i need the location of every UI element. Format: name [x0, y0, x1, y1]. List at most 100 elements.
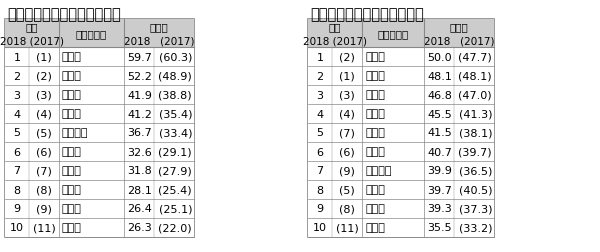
Text: 魅力度
2018   (2017): 魅力度 2018 (2017): [124, 22, 194, 46]
Text: 3: 3: [317, 90, 323, 100]
Text: 神戸市: 神戸市: [365, 128, 385, 138]
Text: (48.1): (48.1): [458, 71, 492, 81]
Text: (2): (2): [339, 52, 355, 62]
Text: (22.0): (22.0): [158, 223, 192, 233]
Text: (38.8): (38.8): [158, 90, 192, 100]
Bar: [5, 161, 194, 180]
Text: 52.2: 52.2: [127, 71, 152, 81]
Text: (25.4): (25.4): [158, 185, 192, 195]
Text: 長野県: 長野県: [62, 204, 82, 214]
Text: (4): (4): [339, 109, 355, 119]
Text: (5): (5): [339, 185, 355, 195]
Text: 32.6: 32.6: [127, 147, 152, 157]
Text: (3): (3): [339, 90, 355, 100]
Bar: [308, 86, 494, 105]
Text: 7: 7: [13, 166, 20, 176]
Text: 北海道: 北海道: [62, 52, 82, 62]
Text: 京都市: 京都市: [365, 71, 385, 81]
Text: 39.3: 39.3: [427, 204, 452, 214]
Text: (9): (9): [36, 204, 52, 214]
Text: (36.5): (36.5): [458, 166, 492, 176]
Text: 4: 4: [316, 109, 323, 119]
Text: 59.7: 59.7: [127, 52, 152, 62]
Text: (25.1): (25.1): [158, 204, 192, 214]
Bar: [308, 218, 494, 237]
Text: 41.2: 41.2: [127, 109, 152, 119]
Text: 6: 6: [317, 147, 323, 157]
Text: 神奈川県: 神奈川県: [62, 128, 89, 138]
Text: 順位
2018 (2017): 順位 2018 (2017): [0, 22, 64, 46]
Text: 奈良県: 奈良県: [62, 147, 82, 157]
Text: 大阪府: 大阪府: [62, 166, 82, 176]
Text: 9: 9: [316, 204, 323, 214]
Text: 都道府県名: 都道府県名: [76, 29, 107, 39]
Text: (41.3): (41.3): [458, 109, 492, 119]
Text: 福岡県: 福岡県: [62, 185, 82, 195]
Text: 10: 10: [313, 223, 327, 233]
Bar: [5, 20, 194, 48]
Text: 40.7: 40.7: [427, 147, 452, 157]
Text: (3): (3): [36, 90, 52, 100]
Text: 39.9: 39.9: [427, 166, 452, 176]
Text: (33.4): (33.4): [158, 128, 192, 138]
Bar: [308, 199, 494, 218]
Bar: [308, 105, 494, 123]
Text: 市区町村名: 市区町村名: [377, 29, 409, 39]
Text: 小樽市: 小樽市: [365, 109, 385, 119]
Text: 41.5: 41.5: [427, 128, 452, 138]
Text: 順位
2018 (2017): 順位 2018 (2017): [303, 22, 367, 46]
Text: 魅力度
2018   (2017): 魅力度 2018 (2017): [424, 22, 494, 46]
Bar: [308, 142, 494, 161]
Text: 41.9: 41.9: [127, 90, 152, 100]
Text: (1): (1): [339, 71, 355, 81]
Bar: [5, 105, 194, 123]
Text: (1): (1): [36, 52, 52, 62]
Text: 沖縄県: 沖縄県: [62, 109, 82, 119]
Text: 都道府県の魅力度ランキング: 都道府県の魅力度ランキング: [7, 8, 121, 22]
Text: (40.5): (40.5): [458, 185, 492, 195]
Text: 8: 8: [13, 185, 20, 195]
Text: (47.7): (47.7): [458, 52, 492, 62]
Text: 横浜市: 横浜市: [365, 147, 385, 157]
Text: 1: 1: [317, 52, 323, 62]
Text: 28.1: 28.1: [127, 185, 152, 195]
Text: (48.9): (48.9): [158, 71, 192, 81]
Bar: [5, 123, 194, 142]
Text: (11): (11): [32, 223, 55, 233]
Text: 7: 7: [316, 166, 323, 176]
Text: (8): (8): [339, 204, 355, 214]
Text: (5): (5): [36, 128, 52, 138]
Text: 鎌倉市: 鎌倉市: [365, 185, 385, 195]
Bar: [5, 199, 194, 218]
Text: 46.8: 46.8: [427, 90, 452, 100]
Text: (11): (11): [335, 223, 358, 233]
Text: (38.1): (38.1): [458, 128, 492, 138]
Text: (39.7): (39.7): [458, 147, 492, 157]
Bar: [5, 20, 194, 237]
Text: 31.8: 31.8: [127, 166, 152, 176]
Text: (7): (7): [36, 166, 52, 176]
Text: 京都府: 京都府: [62, 71, 82, 81]
Bar: [5, 180, 194, 199]
Text: 3: 3: [14, 90, 20, 100]
Text: (37.3): (37.3): [458, 204, 492, 214]
Text: 35.5: 35.5: [427, 223, 452, 233]
Text: 5: 5: [14, 128, 20, 138]
Text: 5: 5: [317, 128, 323, 138]
Text: 45.5: 45.5: [427, 109, 452, 119]
Text: (4): (4): [36, 109, 52, 119]
Text: (33.2): (33.2): [458, 223, 492, 233]
Bar: [308, 48, 494, 67]
Text: 函館市: 函館市: [365, 52, 385, 62]
Bar: [5, 67, 194, 86]
Text: 26.3: 26.3: [127, 223, 152, 233]
Text: 26.4: 26.4: [127, 204, 152, 214]
Text: (9): (9): [339, 166, 355, 176]
Text: 8: 8: [316, 185, 323, 195]
Text: 富良野市: 富良野市: [365, 166, 392, 176]
Text: 東京都: 東京都: [62, 90, 82, 100]
Text: (60.3): (60.3): [158, 52, 192, 62]
Bar: [5, 218, 194, 237]
Bar: [308, 123, 494, 142]
Text: (8): (8): [36, 185, 52, 195]
